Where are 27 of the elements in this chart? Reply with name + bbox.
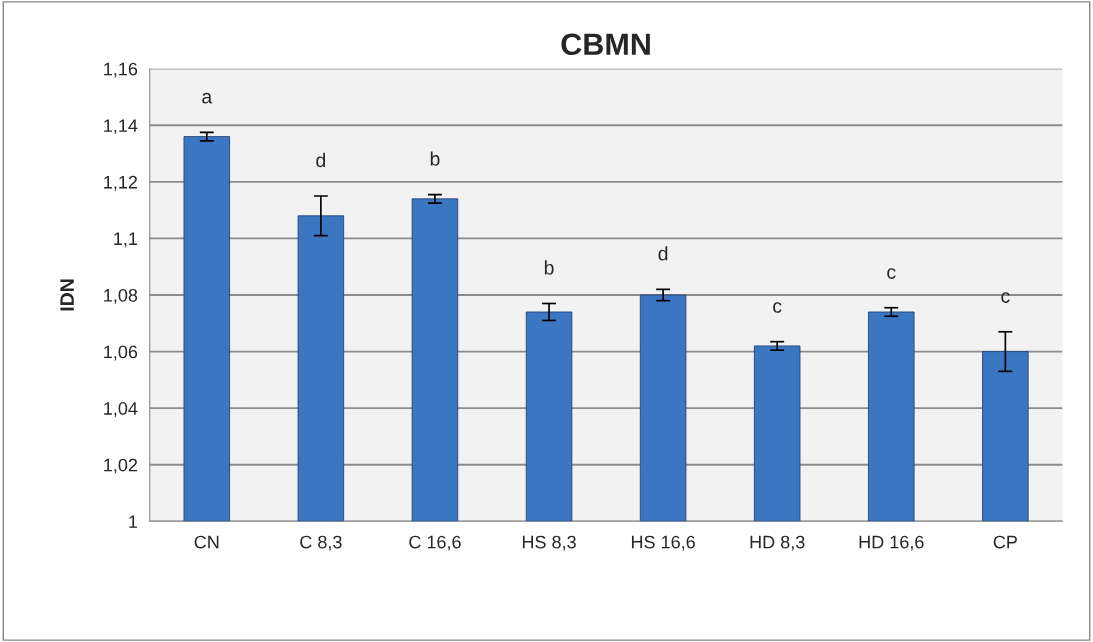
x-tick-label: C 8,3 <box>300 535 342 551</box>
chart-title: CBMN <box>561 33 650 56</box>
x-tick-label: CN <box>194 535 219 549</box>
y-tick-label: 1 <box>129 515 138 528</box>
x-tick-label: HD 16,6 <box>859 535 924 551</box>
annotation: a <box>202 92 213 104</box>
annotation: b <box>430 151 440 166</box>
y-tick-label: 1,12 <box>104 175 138 191</box>
y-tick-label: 1,04 <box>104 402 138 417</box>
annotation: b <box>544 260 554 275</box>
annotation: d <box>658 246 668 261</box>
x-tick-label: HS 8,3 <box>522 535 576 551</box>
x-tick-label: C 16,6 <box>409 535 461 551</box>
x-tick-label: HD 8,3 <box>750 535 805 551</box>
x-tick-label: HS 16,6 <box>631 535 695 551</box>
annotation: c <box>773 302 782 313</box>
x-tick-label: CP <box>993 535 1017 549</box>
y-tick-label: 1,14 <box>104 119 138 135</box>
y-tick-label: 1,02 <box>104 458 138 474</box>
annotation: d <box>316 152 326 168</box>
y-axis-title: IDN <box>60 279 74 311</box>
y-tick-label: 1,16 <box>104 62 138 78</box>
annotation: c <box>1001 292 1010 303</box>
y-tick-label: 1,1 <box>114 232 138 248</box>
y-tick-label: 1,06 <box>104 345 138 361</box>
annotation: c <box>887 268 896 279</box>
y-tick-label: 1,08 <box>104 288 138 304</box>
